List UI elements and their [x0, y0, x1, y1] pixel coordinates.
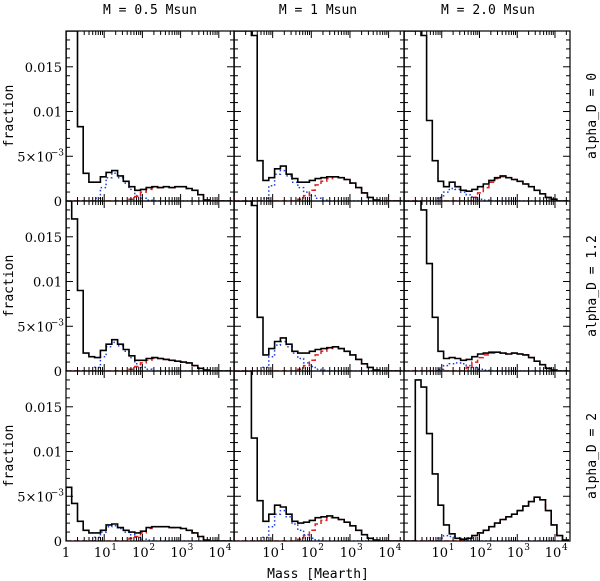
- panel-frame: [65, 200, 235, 372]
- y-tick-label: 0.015: [25, 401, 62, 416]
- panel-r1-c2: [403, 200, 571, 372]
- x-tick-exponent: 1: [280, 543, 286, 553]
- x-tick-exponent: 2: [486, 543, 492, 553]
- panel-r0-c0: 0 5×10−3 0.01 0.015: [17, 30, 235, 210]
- panels: 05×10−30.010.01505×10−30.010.01505×10−30…: [17, 30, 571, 561]
- series-total: [404, 379, 569, 541]
- x-tick-exponent: 1: [449, 543, 455, 553]
- panel-series-group: [404, 31, 569, 201]
- x-tick-exponent: 1: [111, 543, 117, 553]
- x-tick-exponent: 2: [318, 543, 324, 553]
- x-tick-label: 10: [301, 546, 318, 561]
- panel-r1-c1: [233, 200, 405, 372]
- x-tick-label: 10: [545, 546, 562, 561]
- y-tick-label: 0: [54, 195, 62, 210]
- panel-series-group: [234, 371, 403, 541]
- x-tick-label: 10: [170, 546, 187, 561]
- panel-series-group: [234, 31, 403, 201]
- panel-r0-c1: [233, 30, 405, 202]
- series-total: [66, 201, 233, 371]
- x-tick-label: 10: [507, 546, 524, 561]
- x-tick-exponent: 4: [396, 543, 402, 553]
- series-total: [66, 31, 233, 201]
- y-axis-label-row-1: fraction: [2, 255, 17, 318]
- series-total: [404, 31, 569, 201]
- x-tick-label: 10: [340, 546, 357, 561]
- panel-frame: [233, 370, 405, 542]
- column-title-2: M = 2.0 Msun: [441, 3, 535, 18]
- x-tick-label: 10: [262, 546, 279, 561]
- x-axis-label: Mass [Mearth]: [267, 567, 369, 581]
- row-title-0: alpha_D = 0: [585, 73, 600, 159]
- series-component-red: [234, 176, 403, 201]
- y-tick-label: 0: [54, 365, 62, 380]
- panel-frame: [233, 200, 405, 372]
- column-title-1: M = 1 Msun: [279, 3, 357, 18]
- y-tick-label: 0.015: [25, 231, 62, 246]
- x-tick-exponent: 3: [524, 543, 530, 553]
- panel-series-group: [66, 486, 233, 541]
- panel-frame: [403, 200, 571, 372]
- series-component-blue: [234, 509, 403, 541]
- column-title-0: M = 0.5 Msun: [103, 3, 197, 18]
- panel-r2-c1: 10 1 10 2 10 3 10 4: [233, 370, 405, 561]
- y-tick-label: 0.015: [25, 61, 62, 76]
- series-component-blue: [234, 169, 403, 201]
- panel-frame: [403, 370, 571, 542]
- column-titles: M = 0.5 Msun M = 1 Msun M = 2.0 Msun: [103, 3, 535, 18]
- x-tick-exponent: 2: [149, 543, 155, 553]
- x-tick-exponent: 4: [226, 543, 232, 553]
- panel-series-group: [404, 201, 569, 371]
- y-tick-label: 0: [54, 535, 62, 550]
- panel-r1-c0: 0 5×10−3 0.01 0.015: [17, 200, 235, 380]
- y-tick-label: 5×10: [17, 320, 53, 335]
- series-total: [404, 201, 569, 371]
- series-component-red: [234, 516, 403, 541]
- x-tick-exponent: 3: [357, 543, 363, 553]
- panel-frame: [403, 30, 571, 202]
- row-title-2: alpha_D = 2: [585, 413, 600, 499]
- series-component-red: [404, 496, 569, 541]
- panel-frame: [233, 30, 405, 202]
- x-tick-label: 10: [209, 546, 226, 561]
- series-component-blue: [234, 340, 403, 371]
- y-tick-label: 5×10: [17, 150, 53, 165]
- y-tick-label: 0.01: [33, 276, 62, 291]
- x-tick-label: 1: [62, 546, 70, 561]
- series-total: [234, 31, 403, 201]
- series-total: [66, 486, 233, 541]
- y-tick-exponent: −3: [51, 148, 65, 158]
- x-tick-label: 10: [378, 546, 395, 561]
- y-axis-label-row-0: fraction: [2, 85, 17, 148]
- y-tick-label: 5×10: [17, 490, 53, 505]
- panel-r2-c2: 10 1 10 2 10 3 10 4: [403, 370, 571, 561]
- x-tick-label: 10: [132, 546, 149, 561]
- panel-frame: [65, 370, 235, 542]
- y-axis-labels: fraction fraction fraction: [2, 85, 17, 488]
- panel-frame: [65, 30, 235, 202]
- y-tick-exponent: −3: [51, 318, 65, 328]
- panel-series-group: [234, 201, 403, 371]
- x-tick-label: 10: [94, 546, 111, 561]
- y-tick-label: 0.01: [33, 106, 62, 121]
- panel-series-group: [404, 379, 569, 541]
- panel-r0-c2: [403, 30, 571, 202]
- x-tick-label: 10: [469, 546, 486, 561]
- y-tick-label: 0.01: [33, 446, 62, 461]
- y-tick-exponent: −3: [51, 488, 65, 498]
- y-axis-label-row-2: fraction: [2, 425, 17, 488]
- x-tick-exponent: 4: [562, 543, 568, 553]
- x-tick-exponent: 3: [188, 543, 194, 553]
- row-title-1: alpha_D = 1.2: [585, 235, 600, 337]
- row-titles: alpha_D = 0 alpha_D = 1.2 alpha_D = 2: [585, 73, 600, 499]
- panel-series-group: [66, 31, 233, 201]
- series-total: [234, 371, 403, 541]
- series-total: [234, 201, 403, 371]
- panel-series-group: [66, 201, 233, 371]
- x-tick-label: 10: [431, 546, 448, 561]
